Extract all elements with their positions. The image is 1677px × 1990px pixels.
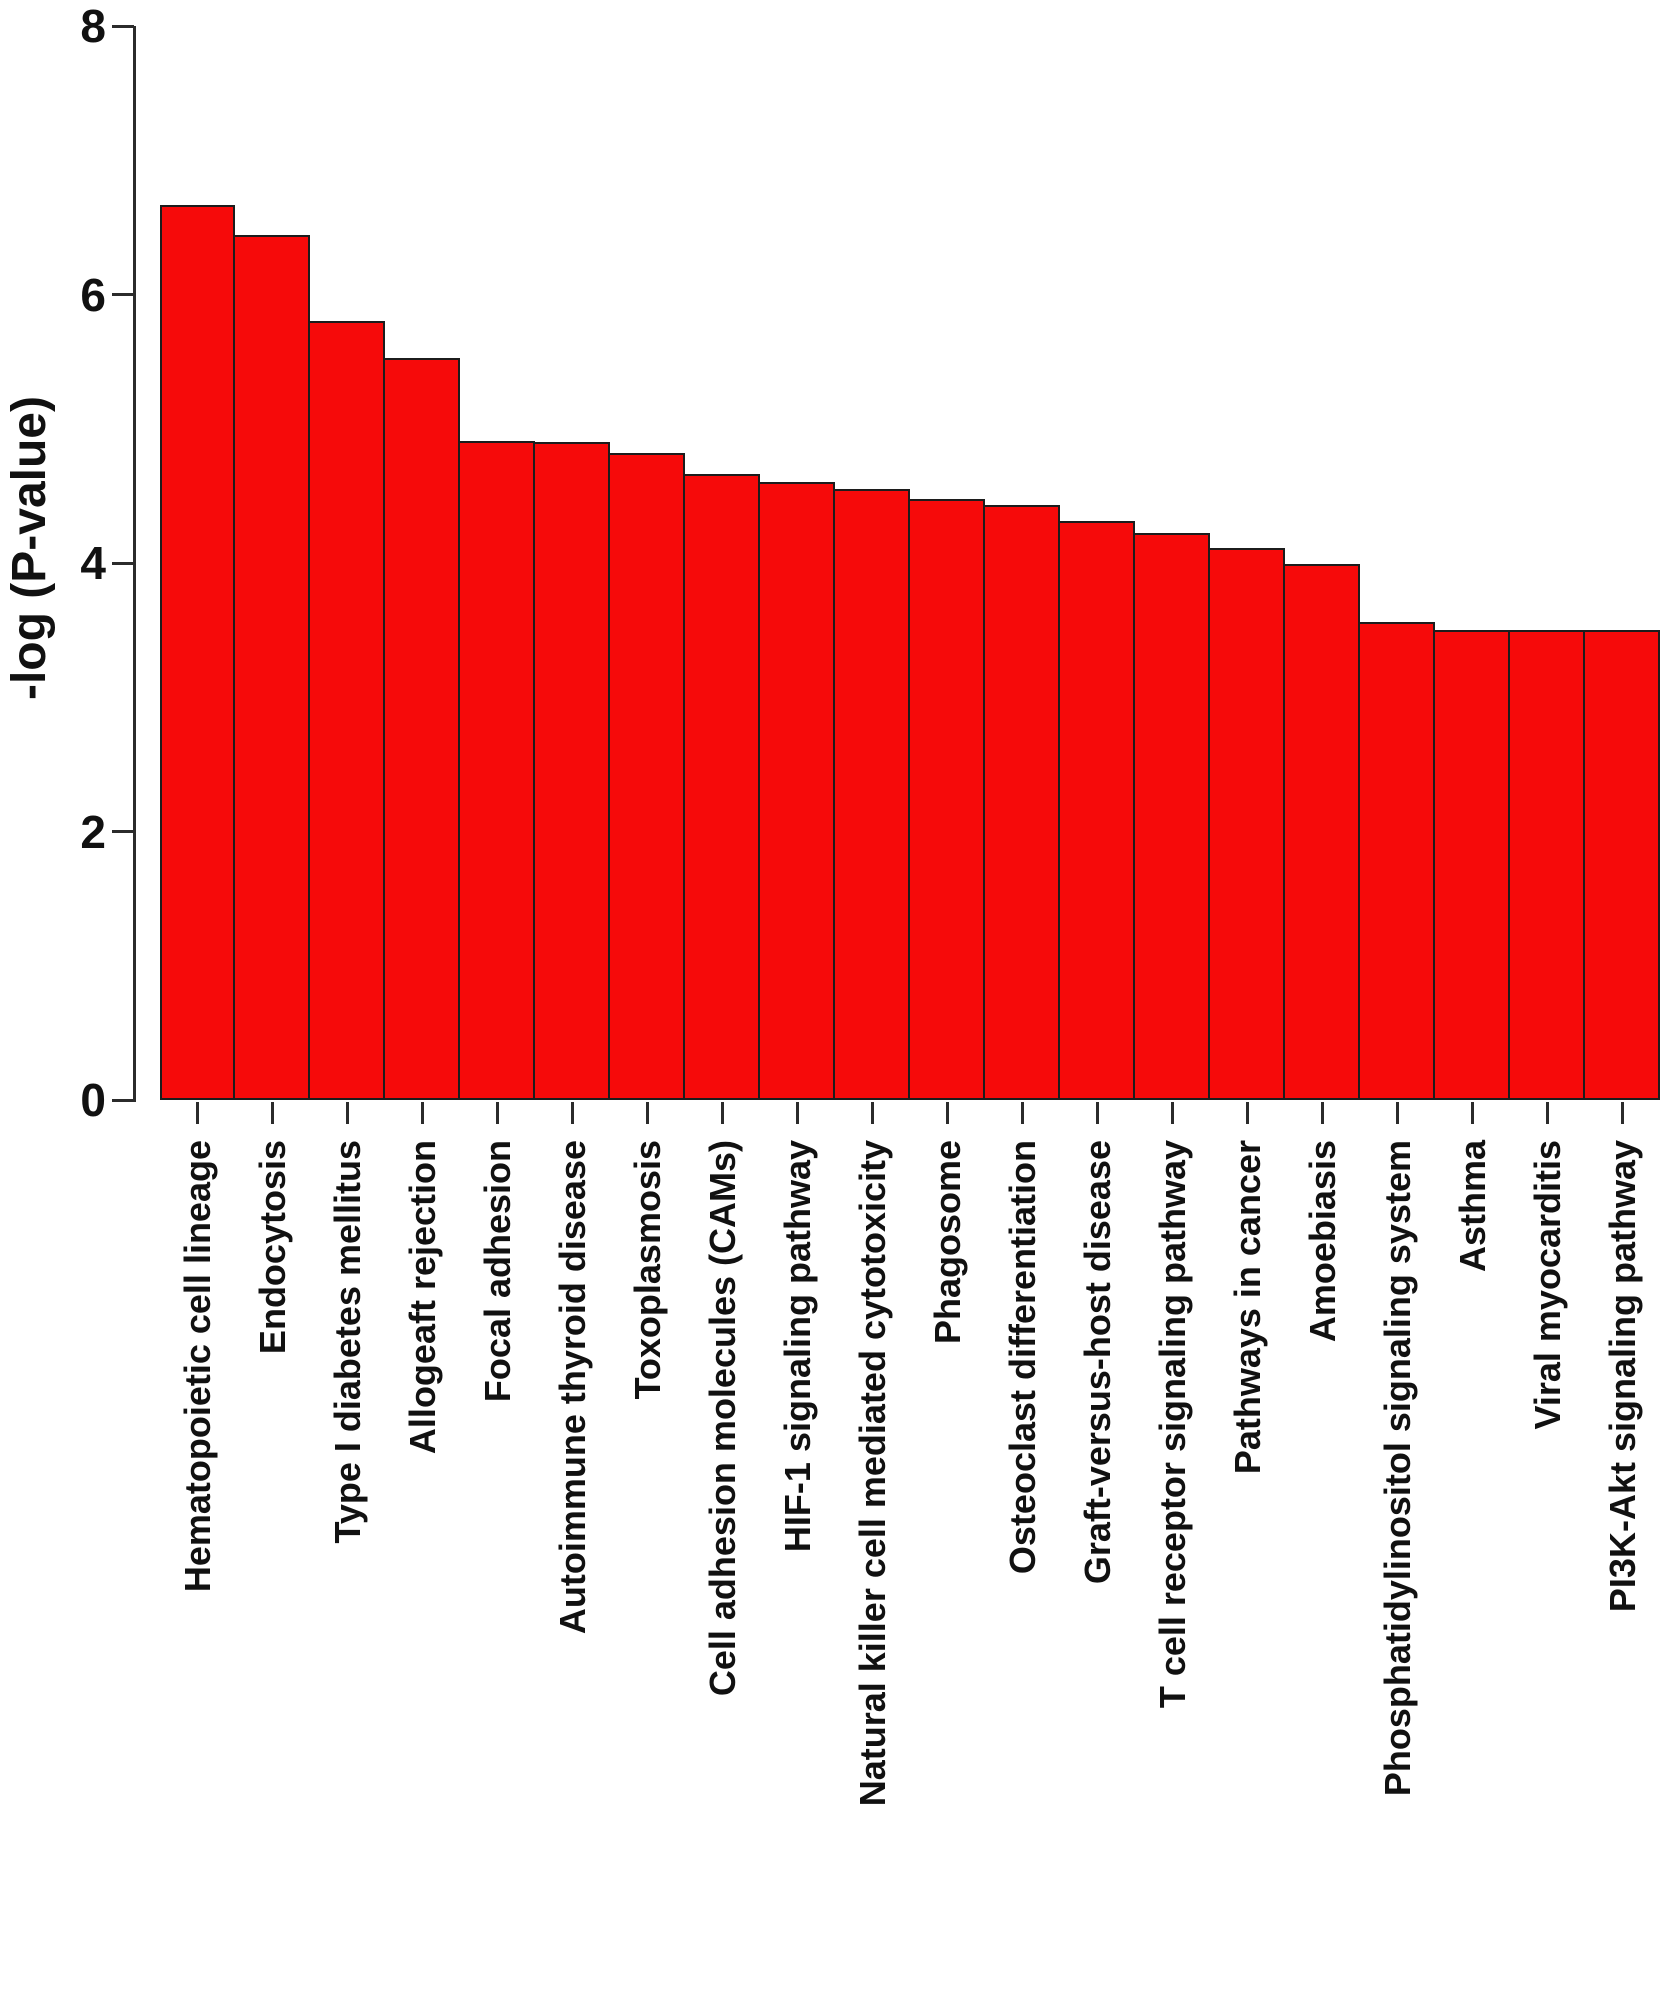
x-tick-mark [1171, 1102, 1174, 1124]
y-tick-label: 2 [80, 805, 106, 858]
bar-6 [533, 442, 610, 1100]
x-tick-mark [196, 1102, 199, 1124]
x-tick-mark [1396, 1102, 1399, 1124]
bar-18 [1433, 630, 1510, 1100]
x-category-label: Focal adhesion [477, 1140, 518, 1403]
bar-14 [1133, 533, 1210, 1100]
bar-13 [1058, 521, 1135, 1100]
y-tick-mark [112, 293, 134, 296]
x-category-label: Allogeaft rejection [402, 1140, 443, 1455]
x-tick-mark [871, 1102, 874, 1124]
x-category-label: Toxoplasmosis [627, 1140, 668, 1400]
x-tick-mark [571, 1102, 574, 1124]
x-category-label: Cell adhesion molecules (CAMs) [702, 1140, 743, 1697]
bar-11 [908, 498, 985, 1100]
x-tick-mark [796, 1102, 799, 1124]
y-axis-line [133, 26, 136, 1102]
x-category-label: Hematopoietic cell lineage [177, 1140, 218, 1593]
y-tick-label: 0 [80, 1074, 106, 1126]
x-category-label: Graft-versus-host disease [1077, 1140, 1118, 1585]
y-tick-label: 6 [80, 268, 106, 321]
x-tick-mark [496, 1102, 499, 1124]
bar-19 [1508, 630, 1585, 1100]
x-category-label: HIF-1 signaling pathway [777, 1140, 818, 1553]
x-category-label: Amoebiasis [1302, 1140, 1343, 1343]
x-category-label: Viral myocarditis [1527, 1140, 1568, 1430]
bar-17 [1358, 622, 1435, 1100]
bar-1 [160, 204, 235, 1100]
x-category-label: PI3K-Akt signaling pathway [1602, 1140, 1643, 1613]
x-category-label: Natural killer cell mediated cytotoxicit… [852, 1140, 893, 1807]
x-tick-mark [271, 1102, 274, 1124]
x-tick-mark [1021, 1102, 1024, 1124]
y-tick-mark [112, 24, 134, 28]
x-category-label: Autoimmune thyroid disease [552, 1140, 593, 1635]
x-category-label: Phagosome [927, 1140, 968, 1345]
x-tick-mark [421, 1102, 424, 1124]
bar-5 [458, 440, 535, 1100]
bar-3 [308, 321, 385, 1100]
bar-10 [833, 489, 910, 1100]
x-tick-mark [1246, 1102, 1249, 1124]
y-tick-mark [112, 830, 134, 833]
bar-16 [1283, 564, 1360, 1100]
x-tick-mark [1321, 1102, 1324, 1124]
x-tick-mark [1621, 1102, 1624, 1124]
bar-9 [758, 482, 835, 1100]
x-tick-mark [1471, 1102, 1474, 1124]
bar-15 [1208, 548, 1285, 1100]
bar-12 [983, 505, 1060, 1100]
bar-20 [1583, 630, 1660, 1100]
x-category-label: Osteoclast differentiation [1002, 1140, 1043, 1575]
bar-4 [383, 357, 460, 1100]
x-tick-mark [721, 1102, 724, 1124]
x-tick-mark [1546, 1102, 1549, 1124]
y-tick-mark [112, 561, 134, 565]
x-tick-mark [346, 1102, 349, 1124]
y-tick-mark [112, 1098, 134, 1102]
bar-8 [683, 474, 760, 1100]
x-category-label: Phosphatidylinositol signaling system [1377, 1140, 1418, 1797]
y-tick-label: 4 [80, 537, 106, 589]
x-tick-mark [646, 1102, 649, 1124]
bar-2 [233, 235, 310, 1100]
x-category-label: Asthma [1452, 1140, 1493, 1273]
bar-7 [608, 452, 685, 1100]
x-category-label: Endocytosis [252, 1140, 293, 1355]
y-tick-label: 8 [80, 0, 106, 52]
x-category-label: Pathways in cancer [1227, 1140, 1268, 1475]
x-category-label: T cell receptor signaling pathway [1152, 1140, 1193, 1709]
x-tick-mark [1096, 1102, 1099, 1124]
x-tick-mark [946, 1102, 949, 1124]
x-category-label: Type I diabetes mellitus [327, 1140, 368, 1544]
